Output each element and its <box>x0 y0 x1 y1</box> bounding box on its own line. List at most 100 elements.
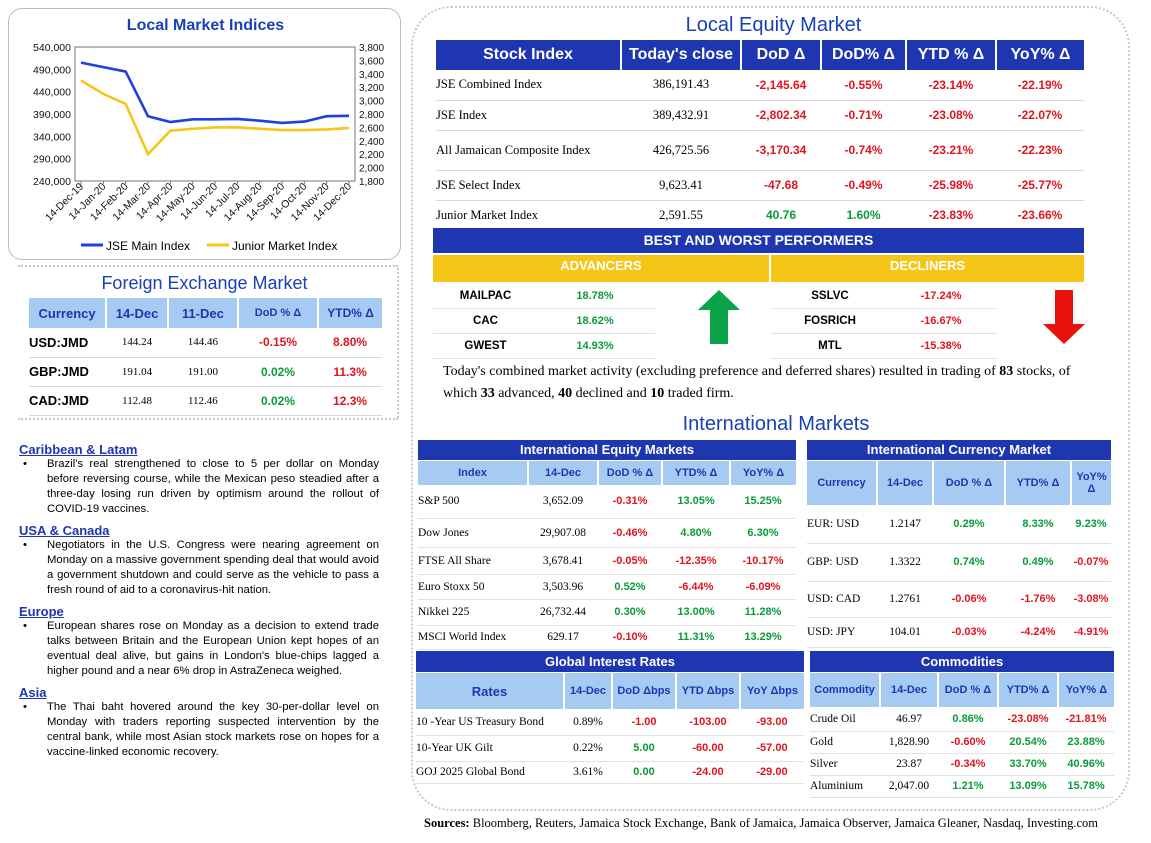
decliners-header <box>771 255 1084 282</box>
commodities-v: 46.97 <box>880 707 938 732</box>
equity-dod-pct: -0.55% <box>821 70 906 101</box>
intl-currency-v: 1.3322 <box>877 543 933 582</box>
fx-value-14dec: 191.04 <box>121 365 153 378</box>
y-right-tick-label: 1,800 <box>359 177 384 188</box>
commodities-name: Silver <box>810 753 880 776</box>
advancers-symbol: CAC <box>433 309 538 334</box>
fx-divider-top <box>18 265 398 267</box>
intl-currency-ytd: -4.24% <box>1005 617 1071 648</box>
rates-row: GOJ 2025 Global Bond 3.61% 0.00 -24.00 -29.0… <box>416 761 804 784</box>
fx-currency: CAD:JMD <box>29 393 89 408</box>
chart-plot-area <box>74 46 356 182</box>
commodities-dod: -0.60% <box>938 731 998 754</box>
up-arrow-icon <box>698 290 740 344</box>
activity-part3: advanced, <box>494 386 559 401</box>
intl-equity-yoy: 11.28% <box>730 599 796 626</box>
intl-currency-yoy: -3.08% <box>1071 581 1111 618</box>
activity-part5: traded firm. <box>664 386 734 401</box>
intl-equity-v: 3,678.41 <box>528 547 598 575</box>
fx-dod: 0.02% <box>260 393 296 408</box>
intl-equity-table: Index 14-Dec DoD % Δ YTD% Δ YoY% Δ S&P 5… <box>418 461 796 650</box>
commodities-dod: 1.21% <box>938 775 998 798</box>
commodities-row: Silver 23.87 -0.34% 33.70% 40.96% <box>810 753 1114 776</box>
decliners-pct: -17.24% <box>885 284 997 309</box>
intl-currency-row: USD: CAD 1.2761 -0.06% -1.76% -3.08% <box>807 581 1111 618</box>
y-right-tick-label: 3,000 <box>359 97 384 108</box>
rates-col-date: 14-Dec <box>564 673 613 709</box>
intl-currency-v: 1.2761 <box>877 581 933 618</box>
decliners-label: DECLINERS <box>889 258 966 273</box>
local-indices-chart: 540,000 490,000 440,000 390,000 340,000 290,0… <box>33 42 384 253</box>
market-activity-text: Today's combined market activity (exclud… <box>443 361 1083 405</box>
equity-ytd: -23.21% <box>906 130 996 171</box>
equity-dod: -3,170.34 <box>741 130 821 171</box>
rates-title: Global Interest Rates <box>416 651 804 672</box>
rates-col-dod: DoD Δbps <box>612 673 677 709</box>
equity-index-name: JSE Select Index <box>436 170 621 201</box>
sources-text: Bloomberg, Reuters, Jamaica Stock Exchan… <box>469 816 1099 830</box>
y-right-tick-label: 3,600 <box>359 56 384 67</box>
ie-col-date: 14-Dec <box>528 461 599 485</box>
rates-dod: 0.00 <box>612 761 676 784</box>
intl-currency-name: EUR: USD <box>807 505 877 544</box>
fx-value-14dec: 144.24 <box>121 336 153 349</box>
rates-v: 0.89% <box>564 709 612 736</box>
equity-close: 2,591.55 <box>621 200 741 231</box>
equity-ytd: -23.08% <box>906 100 996 131</box>
y-left-tick-label: 240,000 <box>33 176 71 188</box>
equity-ytd: -23.83% <box>906 200 996 231</box>
rates-dod: -1.00 <box>612 709 676 736</box>
ic-col-ytd: YTD% Δ <box>1005 461 1072 505</box>
advancers-symbol: GWEST <box>433 334 538 359</box>
commodities-ytd: -23.08% <box>998 707 1058 732</box>
equity-yoy: -23.66% <box>996 200 1084 231</box>
commodities-yoy: 23.88% <box>1058 731 1114 754</box>
advancers-symbol: MAILPAC <box>433 284 538 309</box>
ic-col-date: 14-Dec <box>877 461 934 505</box>
intl-currency-yoy: -0.07% <box>1071 543 1111 582</box>
commodities-name: Aluminium <box>810 775 880 798</box>
intl-equity-v: 29,907.08 <box>528 518 598 548</box>
intl-equity-row: Dow Jones 29,907.08 -0.46% 4.80% 6.30% <box>418 518 796 548</box>
intl-equity-name: MSCI World Index <box>418 625 528 650</box>
fx-col-currency: Currency <box>29 298 108 328</box>
fx-divider-bottom <box>18 418 398 420</box>
commodities-dod: 0.86% <box>938 707 998 732</box>
news-section: Caribbean & LatamBrazil's real strengthe… <box>19 436 379 760</box>
y-left-tick-label: 540,000 <box>33 42 71 54</box>
local-indices-panel: Local Market Indices 540,000 490,000 440,0… <box>8 8 401 260</box>
intl-currency-dod: -0.03% <box>933 617 1005 648</box>
advancers-pct: 14.93% <box>535 334 655 359</box>
equity-row: All Jamaican Composite Index 426,725.56 -3… <box>436 130 1084 171</box>
intl-equity-dod: -0.31% <box>598 485 662 519</box>
intl-currency-ytd: -1.76% <box>1005 581 1071 618</box>
equity-close: 389,432.91 <box>621 100 741 131</box>
intl-equity-name: Nikkei 225 <box>418 599 528 626</box>
commodities-ytd: 33.70% <box>998 753 1058 776</box>
fx-currency: USD:JMD <box>29 334 89 350</box>
fx-ytd: 12.3% <box>333 393 368 408</box>
fx-row: GBP:JMD 191.04 191.00 0.02% 11.3% <box>29 357 382 386</box>
intl-equity-yoy: 13.29% <box>730 625 796 650</box>
intl-equity-dod: -0.46% <box>598 518 662 548</box>
intl-currency-header-row: Currency 14-Dec DoD % Δ YTD% Δ YoY% Δ <box>807 461 1111 505</box>
equity-row: JSE Index 389,432.91 -2,802.34 -0.71% -23.08… <box>436 100 1084 131</box>
intl-currency-table: Currency 14-Dec DoD % Δ YTD% Δ YoY% Δ EU… <box>807 461 1111 648</box>
sources-label: Sources: <box>424 816 470 830</box>
intl-equity-dod: -0.10% <box>598 625 662 650</box>
decliners-symbol: FOSRICH <box>771 309 889 334</box>
intl-equity-yoy: 6.30% <box>730 518 796 548</box>
equity-index-name: All Jamaican Composite Index <box>436 130 621 171</box>
commodities-yoy: 40.96% <box>1058 753 1114 776</box>
equity-dod: -2,145.64 <box>741 70 821 101</box>
cm-col-dod: DoD % Δ <box>938 673 999 707</box>
intl-equity-title: International Equity Markets <box>418 440 796 460</box>
y-right-tick-label: 2,200 <box>359 150 384 161</box>
ic-col-currency: Currency <box>807 461 878 505</box>
equity-yoy: -25.77% <box>996 170 1084 201</box>
equity-col-dod: DoD Δ <box>741 40 822 70</box>
y-left-tick-label: 290,000 <box>33 154 71 166</box>
intl-equity-row: Nikkei 225 26,732.44 0.30% 13.00% 11.28% <box>418 599 796 626</box>
intl-currency-yoy: -4.91% <box>1071 617 1111 648</box>
rates-ytd: -24.00 <box>676 761 740 784</box>
